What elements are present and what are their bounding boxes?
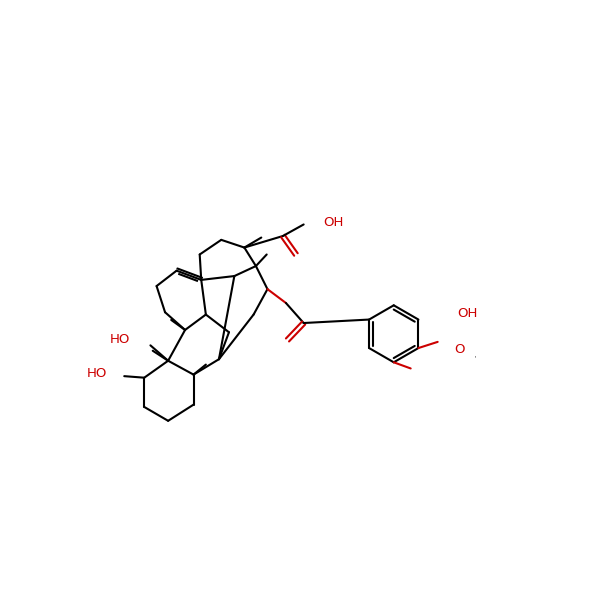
Text: HO: HO	[87, 367, 107, 380]
Text: OH: OH	[458, 307, 478, 320]
Text: OH: OH	[323, 217, 343, 229]
Text: O: O	[454, 343, 464, 356]
Text: HO: HO	[109, 334, 130, 346]
